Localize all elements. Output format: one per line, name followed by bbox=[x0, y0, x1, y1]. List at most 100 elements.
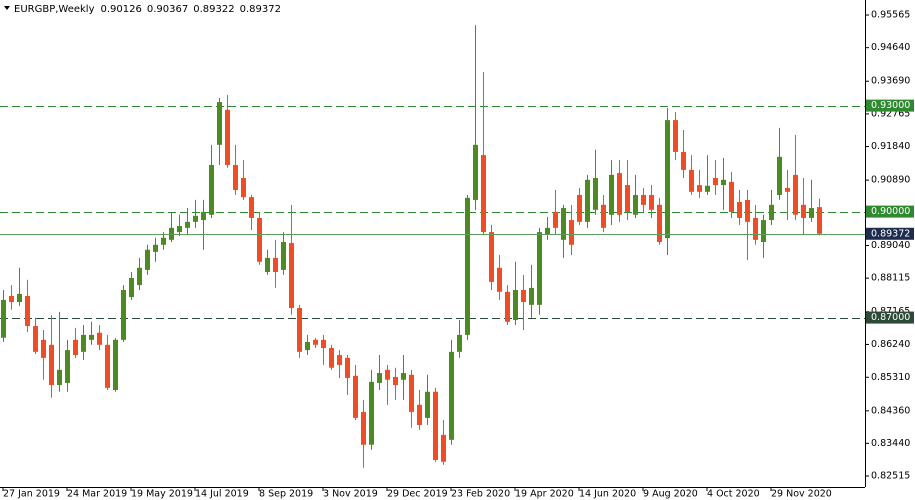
candle-body bbox=[489, 232, 494, 282]
candle-body bbox=[609, 174, 614, 215]
x-tick-label: 4 Oct 2020 bbox=[707, 489, 760, 500]
y-tick-label: 0.85310 bbox=[871, 372, 910, 383]
candle-body bbox=[225, 109, 230, 165]
level-label-box bbox=[866, 99, 914, 112]
candle-body bbox=[417, 404, 422, 425]
candle-body bbox=[353, 375, 358, 418]
chart-header: EURGBP,Weekly 0.90126 0.90367 0.89322 0.8937… bbox=[14, 4, 281, 15]
candle-body bbox=[737, 202, 742, 218]
candle-body bbox=[305, 341, 310, 351]
candle-body bbox=[265, 257, 270, 273]
candle-body bbox=[377, 373, 382, 383]
candle-body bbox=[601, 204, 606, 228]
candle-body bbox=[817, 207, 822, 234]
candle-body bbox=[113, 339, 118, 390]
candle-body bbox=[297, 308, 302, 352]
candle-body bbox=[681, 151, 686, 170]
candle-body bbox=[17, 293, 22, 303]
x-tick-label: 24 Mar 2019 bbox=[67, 489, 127, 500]
candle-body bbox=[801, 204, 806, 218]
candle-body bbox=[721, 179, 726, 186]
candle-body bbox=[97, 332, 102, 345]
candle-body bbox=[289, 243, 294, 309]
candle-body bbox=[705, 185, 710, 192]
candle-body bbox=[625, 185, 630, 212]
candle-body bbox=[585, 179, 590, 222]
candle-body bbox=[329, 347, 334, 368]
y-tick-label: 0.89040 bbox=[871, 240, 910, 251]
y-tick-label: 0.90890 bbox=[871, 175, 910, 186]
candle-body bbox=[529, 287, 534, 305]
symbol: EURGBP,Weekly bbox=[14, 4, 95, 15]
candle-body bbox=[169, 227, 174, 240]
candle-body bbox=[561, 208, 566, 240]
level-label-box bbox=[866, 311, 914, 324]
candle-body bbox=[449, 351, 454, 440]
header-low: 0.89322 bbox=[193, 4, 234, 15]
x-tick-label: 29 Dec 2019 bbox=[387, 489, 448, 500]
candle-body bbox=[81, 334, 86, 352]
candle-body bbox=[361, 411, 366, 445]
candle-body bbox=[281, 241, 286, 270]
candle-body bbox=[425, 391, 430, 418]
y-tick-label: 0.86240 bbox=[871, 339, 910, 350]
candle-body bbox=[713, 178, 718, 186]
candle-body bbox=[73, 339, 78, 356]
candle-body bbox=[537, 232, 542, 305]
candle-body bbox=[657, 204, 662, 242]
x-tick-label: 14 Jul 2019 bbox=[195, 489, 249, 500]
x-tick-label: 9 Aug 2020 bbox=[643, 489, 698, 500]
candle-body bbox=[777, 156, 782, 195]
x-tick-label: 27 Jan 2019 bbox=[3, 489, 60, 500]
candle-body bbox=[369, 381, 374, 445]
candle-body bbox=[193, 215, 198, 222]
y-tick-label: 0.95565 bbox=[871, 10, 910, 21]
x-tick-label: 14 Jun 2020 bbox=[579, 489, 636, 500]
header-high: 0.90367 bbox=[147, 4, 188, 15]
menu-triangle[interactable] bbox=[4, 6, 10, 10]
candle-body bbox=[545, 227, 550, 235]
candle-body bbox=[337, 355, 342, 365]
candle-body bbox=[409, 374, 414, 412]
y-tick-label: 0.93690 bbox=[871, 76, 910, 87]
candle-body bbox=[697, 185, 702, 192]
candle-body bbox=[57, 369, 62, 386]
candle-body bbox=[313, 339, 318, 345]
candle-body bbox=[649, 194, 654, 210]
candle-body bbox=[521, 290, 526, 303]
candle-body bbox=[65, 350, 70, 383]
candle-body bbox=[769, 204, 774, 221]
x-tick-label: 8 Sep 2019 bbox=[259, 489, 313, 500]
y-tick-label: 0.83440 bbox=[871, 438, 910, 449]
candle-body bbox=[233, 164, 238, 191]
candle-body bbox=[473, 144, 478, 200]
level-label-box bbox=[866, 205, 914, 218]
candle-body bbox=[273, 257, 278, 273]
candle-body bbox=[209, 164, 214, 215]
candle-body bbox=[41, 339, 46, 358]
candle-body bbox=[241, 178, 246, 198]
candle-body bbox=[177, 226, 182, 233]
candle-body bbox=[761, 220, 766, 242]
candle-body bbox=[745, 199, 750, 222]
candle-body bbox=[617, 173, 622, 215]
y-tick-label: 0.94640 bbox=[871, 42, 910, 53]
candle-body bbox=[809, 208, 814, 218]
candle-body bbox=[9, 296, 14, 303]
candle-body bbox=[441, 434, 446, 462]
header-close: 0.89372 bbox=[240, 4, 281, 15]
x-tick-label: 19 Apr 2020 bbox=[515, 489, 574, 500]
price-label: 0.89372 bbox=[871, 228, 910, 239]
candle-body bbox=[129, 278, 134, 298]
candle-body bbox=[345, 357, 350, 378]
candle-body bbox=[577, 194, 582, 222]
candle-body bbox=[593, 178, 598, 210]
header-open: 0.90126 bbox=[101, 4, 142, 15]
candle-body bbox=[217, 102, 222, 145]
candle-body bbox=[137, 267, 142, 286]
candle-body bbox=[673, 120, 678, 152]
candle-body bbox=[105, 344, 110, 388]
level-label: 0.93000 bbox=[871, 100, 910, 111]
candle-body bbox=[89, 334, 94, 340]
level-label: 0.90000 bbox=[871, 206, 910, 217]
